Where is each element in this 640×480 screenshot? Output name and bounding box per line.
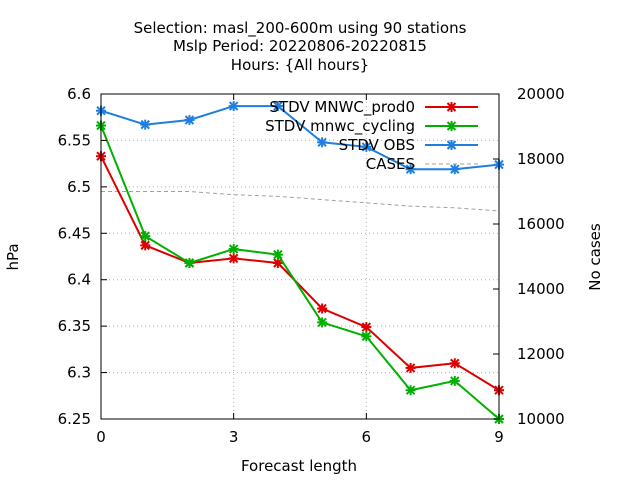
legend-marker — [446, 121, 457, 131]
data-point — [361, 141, 372, 152]
series-line — [100, 105, 500, 171]
legend-marker — [446, 102, 457, 112]
grid — [101, 94, 499, 419]
data-point — [449, 375, 460, 386]
y-tick-label: 6.55 — [58, 131, 91, 149]
data-point — [361, 331, 372, 342]
data-point — [449, 164, 460, 175]
y-tick-label: 6.4 — [67, 271, 91, 289]
data-point — [361, 322, 372, 333]
y-tick-label: 6.6 — [67, 85, 91, 103]
y-tick-label: 6.5 — [67, 178, 91, 196]
legend-label: STDV MNWC_prod0 — [269, 98, 415, 117]
series-group — [96, 101, 504, 424]
legend-marker — [446, 140, 457, 150]
series-stdv-mnwc-prod0 — [96, 151, 504, 396]
data-point — [405, 164, 416, 175]
series-line — [101, 191, 500, 212]
chart-title-line-1: Selection: masl_200-600m using 90 statio… — [134, 19, 467, 38]
y-tick-label: 6.3 — [67, 364, 91, 382]
series-cases — [101, 191, 500, 212]
axis-ticks: 0 3 6 9 6.25 6.3 6.35 6.4 6.45 6.5 6.55 6.6 10000 120… — [58, 85, 565, 446]
legend-label: STDV OBS — [339, 136, 415, 154]
data-point — [317, 137, 328, 148]
y-tick-label: 6.45 — [58, 224, 91, 242]
y2-tick-label: 16000 — [517, 215, 565, 233]
plot-area-border — [100, 93, 500, 420]
series-stdv-mnwc-cycling — [96, 120, 504, 424]
x-tick-label: 0 — [96, 428, 106, 446]
y-tick-label: 6.35 — [58, 317, 91, 335]
data-point — [317, 317, 328, 328]
y2-axis-label: No cases — [586, 223, 604, 291]
data-point — [272, 249, 283, 260]
y-tick-label: 6.25 — [58, 410, 91, 428]
y-axis-label: hPa — [4, 243, 22, 270]
legend-entry: STDV mnwc_cycling — [265, 117, 478, 136]
data-point — [449, 358, 460, 369]
y2-tick-label: 12000 — [517, 345, 565, 363]
y2-tick-label: 10000 — [517, 410, 565, 428]
chart-title-line-3: Hours: {All hours} — [231, 56, 369, 74]
data-point — [184, 258, 195, 268]
data-point — [140, 231, 151, 242]
data-point — [140, 240, 151, 251]
legend-label: CASES — [366, 155, 415, 173]
legend-entry: STDV MNWC_prod0 — [269, 98, 478, 117]
legend-entry: CASES — [366, 155, 478, 173]
data-point — [228, 253, 239, 264]
series-line — [100, 125, 500, 420]
data-point — [272, 101, 283, 112]
y2-tick-label: 20000 — [517, 85, 565, 103]
y2-tick-label: 14000 — [517, 280, 565, 298]
data-point — [184, 115, 195, 125]
legend-label: STDV mnwc_cycling — [265, 117, 415, 136]
x-tick-label: 9 — [494, 428, 504, 446]
data-point — [140, 119, 151, 130]
y2-tick-label: 18000 — [517, 150, 565, 168]
data-point — [317, 303, 328, 314]
x-axis-label: Forecast length — [241, 457, 357, 475]
data-point — [405, 385, 416, 396]
x-tick-label: 6 — [362, 428, 372, 446]
chart-title-line-2: Mslp Period: 20220806-20220815 — [173, 37, 427, 55]
legend-entry: STDV OBS — [339, 136, 478, 154]
data-point — [228, 244, 239, 255]
x-tick-label: 3 — [229, 428, 239, 446]
data-point — [405, 362, 416, 373]
data-point — [228, 101, 239, 112]
series-line — [100, 155, 500, 392]
chart-title: Selection: masl_200-600m using 90 statio… — [134, 19, 467, 74]
